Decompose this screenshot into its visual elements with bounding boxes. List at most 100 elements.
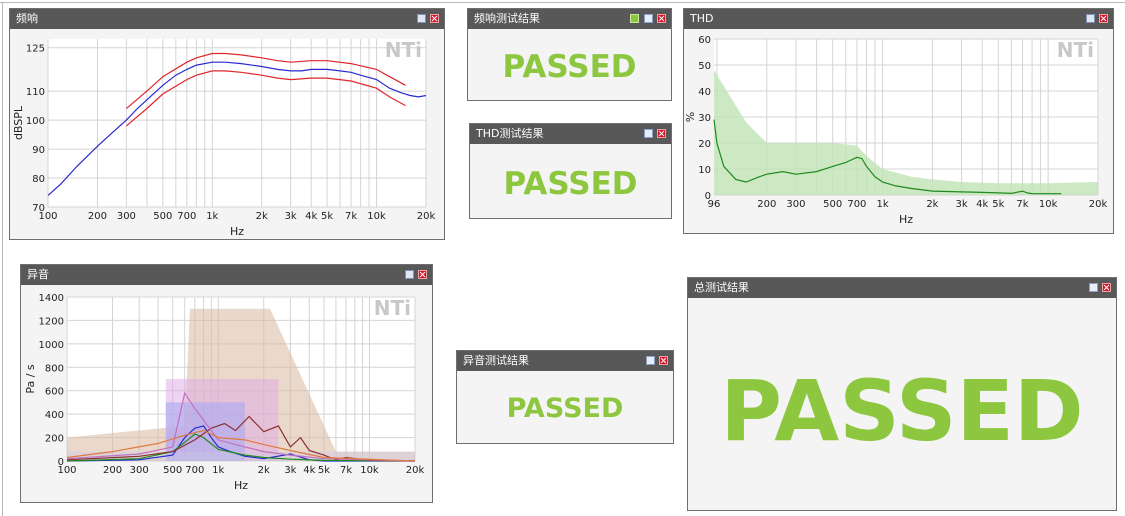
- window-top-border: [0, 2, 1125, 3]
- y-tick-label: 20: [698, 139, 711, 150]
- plot-area: [48, 39, 426, 207]
- thd-panel: THD NTi 96 200 300 500 700 1k 2k 3k 4k 5k 7k 10k 20k 0…: [683, 8, 1114, 234]
- x-tick-label: 2k: [258, 465, 270, 476]
- noise-result-titlebar[interactable]: 异音测试结果: [457, 351, 673, 371]
- y-axis-label: Pa / s: [24, 364, 37, 394]
- thd-result-panel: THD测试结果 PASSED: [469, 123, 672, 219]
- y-tick-label: 60: [698, 35, 711, 46]
- x-tick-label: 700: [847, 199, 866, 210]
- y-tick-label: 200: [45, 434, 64, 445]
- noise-panel: 异音 NTi 100 200 300 500 700 1k 2k 3k 4k 5k 7k 10k 20k 0…: [20, 264, 433, 503]
- x-tick-label: 3k: [285, 211, 297, 222]
- y-tick-label: 40: [698, 87, 711, 98]
- x-tick-label: 200: [757, 199, 776, 210]
- x-axis-label: Hz: [230, 225, 244, 238]
- x-tick-label: 200: [88, 211, 107, 222]
- x-tick-label: 5k: [318, 465, 330, 476]
- thd-result-titlebar[interactable]: THD测试结果: [470, 124, 671, 144]
- x-tick-label: 500: [153, 211, 172, 222]
- export-icon[interactable]: [417, 14, 426, 23]
- x-tick-label: 7k: [345, 211, 357, 222]
- freq-result-titlebar[interactable]: 频响测试结果: [468, 9, 671, 29]
- x-tick-label: 3k: [284, 465, 296, 476]
- close-icon[interactable]: [657, 129, 666, 138]
- close-icon[interactable]: [418, 270, 427, 279]
- export-icon[interactable]: [405, 270, 414, 279]
- x-axis-label: Hz: [899, 213, 913, 226]
- window-icon[interactable]: [644, 14, 653, 23]
- x-tick-label: 3k: [955, 199, 967, 210]
- close-icon[interactable]: [1102, 283, 1111, 292]
- window-icon[interactable]: [644, 129, 653, 138]
- freq-response-title: 频响: [16, 12, 38, 25]
- noise-title: 异音: [27, 268, 49, 281]
- y-tick-label: 1200: [39, 316, 64, 327]
- x-tick-label: 96: [708, 199, 721, 210]
- series-line: [66, 429, 416, 462]
- export-icon[interactable]: [1086, 14, 1095, 23]
- x-tick-label: 5k: [992, 199, 1004, 210]
- thd-result-status: PASSED: [503, 166, 638, 202]
- x-tick-label: 10k: [360, 465, 379, 476]
- y-axis-label: %: [684, 112, 697, 122]
- x-tick-label: 20k: [406, 465, 425, 476]
- series-line: [66, 391, 416, 462]
- x-tick-label: 4k: [303, 465, 315, 476]
- x-tick-label: 1k: [212, 465, 224, 476]
- y-tick-label: 0: [705, 191, 711, 202]
- x-tick-label: 1k: [876, 199, 888, 210]
- x-tick-label: 4k: [976, 199, 988, 210]
- series-line: [126, 52, 406, 109]
- x-tick-label: 7k: [1016, 199, 1028, 210]
- close-icon[interactable]: [657, 14, 666, 23]
- y-tick-label: 800: [45, 363, 64, 374]
- freq-response-panel: 频响 NTi 100 200 300 500 700 1k 2k 3k 4k 5k 7k 10k 20k 7…: [9, 8, 445, 240]
- nti-watermark: NTi: [385, 38, 422, 62]
- y-tick-label: 110: [26, 87, 45, 98]
- window-left-border: [2, 2, 3, 516]
- y-tick-label: 600: [45, 387, 64, 398]
- x-tick-label: 100: [57, 465, 76, 476]
- x-tick-label: 500: [163, 465, 182, 476]
- nti-watermark: NTi: [374, 296, 411, 320]
- x-tick-label: 7k: [340, 465, 352, 476]
- x-tick-label: 20k: [1089, 199, 1108, 210]
- y-tick-label: 50: [698, 61, 711, 72]
- close-icon[interactable]: [659, 356, 668, 365]
- x-tick-label: 2k: [926, 199, 938, 210]
- x-tick-label: 10k: [367, 211, 386, 222]
- y-tick-label: 400: [45, 410, 64, 421]
- x-tick-label: 700: [177, 211, 196, 222]
- noise-result-status: PASSED: [506, 393, 624, 424]
- series-line: [47, 61, 427, 196]
- freq-response-chart: NTi 100 200 300 500 700 1k 2k 3k 4k 5k 7k 10k 20k 70 80…: [12, 38, 435, 238]
- noise-result-title: 异音测试结果: [463, 354, 529, 367]
- x-tick-label: 700: [185, 465, 204, 476]
- thd-limit-area: [714, 70, 1098, 195]
- freq-result-panel: 频响测试结果 PASSED: [467, 8, 672, 101]
- x-axis-label: Hz: [234, 479, 248, 492]
- y-tick-label: 1000: [39, 340, 64, 351]
- thd-chart: NTi 96 200 300 500 700 1k 2k 3k 4k 5k 7k 10k 20k 0 10 20…: [684, 35, 1108, 226]
- close-icon[interactable]: [1099, 14, 1108, 23]
- total-result-status: PASSED: [720, 362, 1084, 460]
- y-tick-label: 70: [32, 203, 45, 214]
- window-icon[interactable]: [1089, 283, 1098, 292]
- y-tick-label: 100: [26, 116, 45, 127]
- status-icon[interactable]: [630, 14, 639, 23]
- y-tick-label: 90: [32, 145, 45, 156]
- freq-response-titlebar[interactable]: 频响: [10, 9, 444, 29]
- total-result-titlebar[interactable]: 总测试结果: [688, 278, 1116, 298]
- close-icon[interactable]: [430, 14, 439, 23]
- total-result-title: 总测试结果: [694, 281, 749, 294]
- x-tick-label: 300: [786, 199, 805, 210]
- y-tick-label: 125: [26, 44, 45, 55]
- series-line: [713, 119, 1062, 195]
- y-tick-label: 1400: [39, 293, 64, 304]
- y-tick-label: 80: [32, 174, 45, 185]
- noise-titlebar[interactable]: 异音: [21, 265, 432, 285]
- y-tick-label: 10: [698, 165, 711, 176]
- thd-titlebar[interactable]: THD: [684, 9, 1113, 29]
- x-tick-label: 100: [38, 211, 57, 222]
- window-icon[interactable]: [646, 356, 655, 365]
